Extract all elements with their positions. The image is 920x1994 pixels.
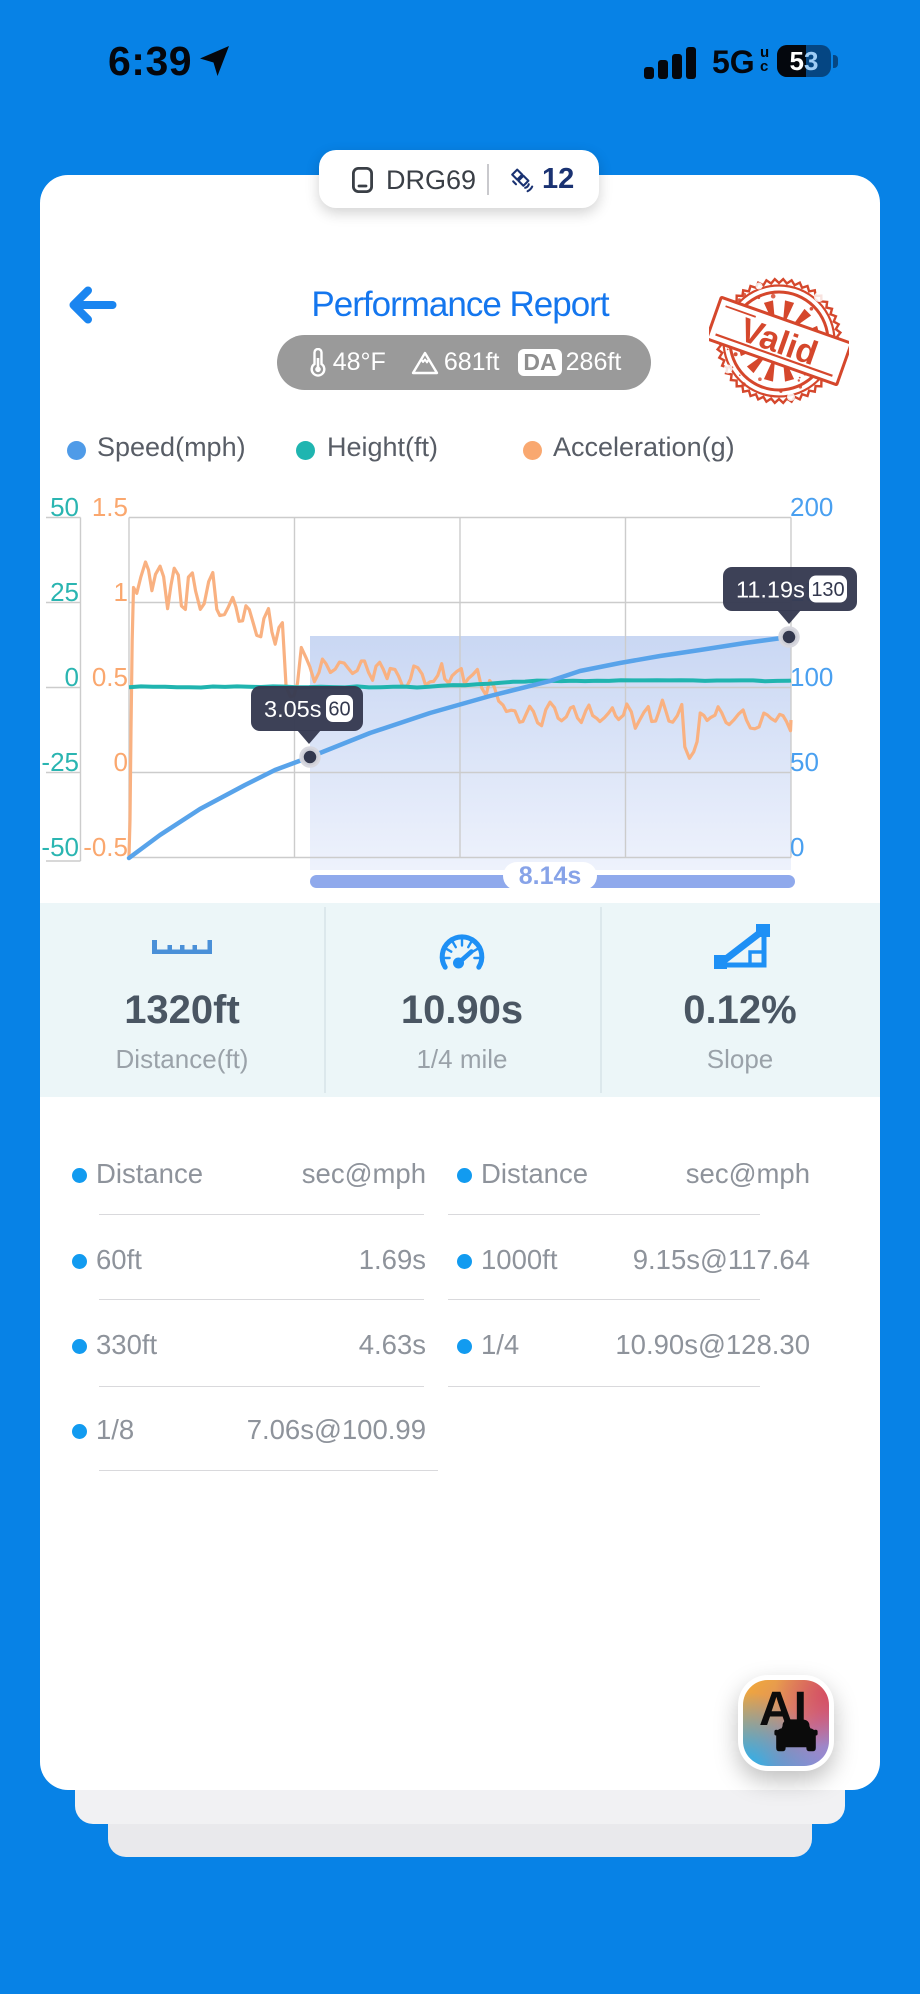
svg-text:1: 1 [114,577,128,607]
svg-text:11.19s: 11.19s [736,577,805,603]
svg-text:100: 100 [790,662,833,692]
svg-text:-25: -25 [41,747,79,777]
svg-text:0: 0 [114,747,128,777]
svg-text:25: 25 [50,577,79,607]
svg-text:130: 130 [811,579,844,601]
svg-text:1.5: 1.5 [92,492,128,522]
svg-text:0: 0 [790,832,804,862]
svg-text:200: 200 [790,492,833,522]
svg-text:-0.5: -0.5 [83,832,128,862]
svg-text:0.5: 0.5 [92,662,128,692]
svg-text:-50: -50 [41,832,79,862]
svg-text:50: 50 [790,747,819,777]
svg-text:0: 0 [65,662,79,692]
svg-text:3.05s: 3.05s [264,696,322,722]
svg-text:50: 50 [50,492,79,522]
svg-text:60: 60 [328,699,350,721]
svg-text:8.14s: 8.14s [519,862,582,890]
